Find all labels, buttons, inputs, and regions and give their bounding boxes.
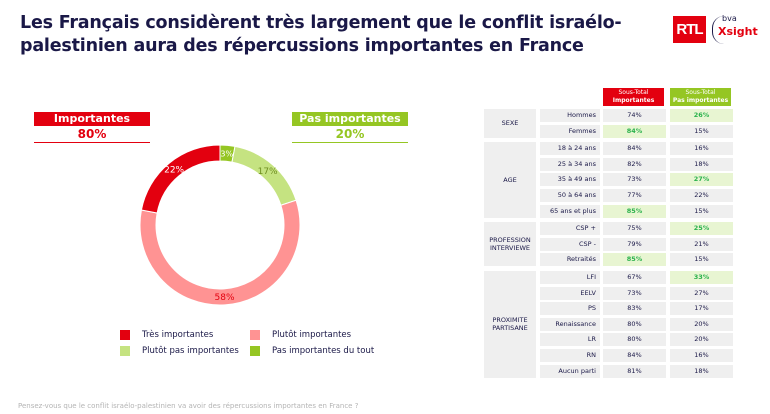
row-label: Femmes: [540, 124, 600, 138]
group-label: PROFESSION INTERVIEWE: [484, 222, 536, 267]
legend-item: Plutôt pas importantes: [120, 346, 239, 356]
cell-importantes: 84%: [603, 124, 666, 138]
cell-importantes: 84%: [603, 349, 666, 362]
row-label: Retraités: [540, 253, 600, 267]
cell-pas-importantes: 21%: [670, 237, 733, 251]
cell-importantes: 84%: [603, 142, 666, 156]
cell-importantes: 85%: [603, 204, 666, 218]
cell-pas-importantes: 20%: [670, 333, 733, 347]
kpi-importantes-label: Importantes: [34, 112, 150, 126]
survey-question: Pensez-vous que le conflit israélo-pales…: [18, 402, 359, 410]
cell-importantes: 74%: [603, 109, 666, 122]
row-label: CSP +: [540, 222, 600, 236]
cell-pas-importantes: 16%: [670, 349, 733, 362]
cell-pas-importantes: 18%: [670, 364, 733, 378]
cell-importantes: 75%: [603, 222, 666, 236]
row-label: 25 à 34 ans: [540, 157, 600, 171]
row-label: 65 ans et plus: [540, 204, 600, 218]
cell-importantes: 83%: [603, 302, 666, 316]
cell-pas-importantes: 27%: [670, 286, 733, 300]
cell-pas-importantes: 26%: [670, 109, 733, 122]
legend-swatch-icon: [250, 330, 260, 340]
donut-slice-tres-importantes: [140, 144, 221, 214]
cell-pas-importantes: 25%: [670, 222, 733, 236]
row-label: Hommes: [540, 109, 600, 122]
group-label: PROXIMITE PARTISANE: [484, 271, 536, 378]
row-label: 50 à 64 ans: [540, 189, 600, 202]
kpi-importantes-underline: [34, 142, 150, 143]
header-sous-total-importantes: Sous-Total Importantes: [603, 88, 664, 106]
cell-importantes: 77%: [603, 189, 666, 202]
donut-label: 3%: [220, 149, 233, 158]
donut-label: 22%: [164, 166, 184, 176]
kpi-pas-importantes-label: Pas importantes: [292, 112, 408, 126]
legend-label: Plutôt pas importantes: [142, 346, 239, 356]
cell-importantes: 73%: [603, 173, 666, 187]
donut-slice-plutot-importantes: [139, 199, 301, 306]
cell-pas-importantes: 15%: [670, 204, 733, 218]
cell-importantes: 81%: [603, 364, 666, 378]
cell-pas-importantes: 33%: [670, 271, 733, 284]
row-label: LFI: [540, 271, 600, 284]
cell-importantes: 80%: [603, 317, 666, 331]
legend-swatch-icon: [120, 330, 130, 340]
row-label: 18 à 24 ans: [540, 142, 600, 156]
row-label: PS: [540, 302, 600, 316]
cell-importantes: 79%: [603, 237, 666, 251]
cell-importantes: 80%: [603, 333, 666, 347]
donut-label: 17%: [258, 167, 278, 177]
kpi-pas-importantes-underline: [292, 142, 408, 143]
cell-pas-importantes: 22%: [670, 189, 733, 202]
cell-importantes: 67%: [603, 271, 666, 284]
cell-pas-importantes: 15%: [670, 253, 733, 267]
row-label: CSP -: [540, 237, 600, 251]
legend-item: Pas importantes du tout: [250, 346, 374, 356]
legend-label: Très importantes: [142, 330, 214, 340]
cell-importantes: 82%: [603, 157, 666, 171]
header-pas-line2: Pas importantes: [672, 97, 729, 104]
group-label: AGE: [484, 142, 536, 218]
row-label: RN: [540, 349, 600, 362]
row-label: EELV: [540, 286, 600, 300]
row-label: Renaissance: [540, 317, 600, 331]
legend-item: Plutôt importantes: [250, 330, 351, 340]
cell-pas-importantes: 27%: [670, 173, 733, 187]
header-pas-line1: Sous-Total: [685, 89, 716, 96]
header-imp-line2: Importantes: [612, 97, 655, 104]
cell-importantes: 73%: [603, 286, 666, 300]
row-label: Aucun parti: [540, 364, 600, 378]
rtl-logo: RTL: [673, 16, 706, 43]
cell-pas-importantes: 18%: [670, 157, 733, 171]
group-label: SEXE: [484, 109, 536, 138]
bva-xsight-logo: bva Xsight: [712, 14, 768, 46]
page-title: Les Français considèrent très largement …: [20, 13, 622, 56]
legend-swatch-icon: [250, 346, 260, 356]
legend-item: Très importantes: [120, 330, 213, 340]
legend-label: Plutôt importantes: [272, 330, 352, 340]
cell-importantes: 85%: [603, 253, 666, 267]
row-label: LR: [540, 333, 600, 347]
cell-pas-importantes: 15%: [670, 124, 733, 138]
cell-pas-importantes: 17%: [670, 302, 733, 316]
row-label: 35 à 49 ans: [540, 173, 600, 187]
kpi-importantes-value: 80%: [77, 127, 107, 141]
kpi-pas-importantes: Pas importantes 20%: [292, 112, 408, 143]
legend-label: Pas importantes du tout: [272, 346, 375, 356]
kpi-importantes: Importantes 80%: [34, 112, 150, 143]
logo-arc-icon: [712, 16, 724, 44]
donut-chart: 3% 17% 58% 22%: [139, 144, 301, 306]
donut-label: 58%: [215, 293, 235, 303]
cell-pas-importantes: 16%: [670, 142, 733, 156]
kpi-pas-importantes-value: 20%: [335, 127, 365, 141]
header-imp-line1: Sous-Total: [618, 89, 649, 96]
logo-xsight-text: Xsight: [718, 25, 758, 38]
logo-bva-text: bva: [722, 14, 737, 23]
header-sous-total-pas-importantes: Sous-Total Pas importantes: [670, 88, 731, 106]
cell-pas-importantes: 20%: [670, 317, 733, 331]
legend-swatch-icon: [120, 346, 130, 356]
